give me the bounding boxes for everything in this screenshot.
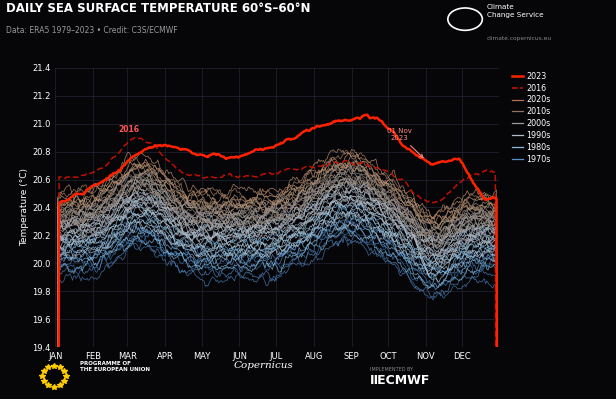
Text: Copernicus: Copernicus (234, 361, 294, 370)
Legend: 2023, 2016, 2020s, 2010s, 2000s, 1990s, 1980s, 1970s: 2023, 2016, 2020s, 2010s, 2000s, 1990s, … (512, 72, 551, 164)
Y-axis label: Temperature (°C): Temperature (°C) (20, 168, 30, 247)
Text: climate.copernicus.eu: climate.copernicus.eu (487, 36, 552, 41)
Text: DAILY SEA SURFACE TEMPERATURE 60°S–60°N: DAILY SEA SURFACE TEMPERATURE 60°S–60°N (6, 2, 310, 15)
Text: Data: ERA5 1979–2023 • Credit: C3S/ECMWF: Data: ERA5 1979–2023 • Credit: C3S/ECMWF (6, 26, 178, 35)
Text: IMPLEMENTED BY: IMPLEMENTED BY (370, 367, 413, 372)
Text: 01 Nov
2023: 01 Nov 2023 (387, 128, 423, 158)
Text: Climate
Change Service: Climate Change Service (487, 4, 543, 18)
Text: 2016: 2016 (118, 125, 139, 134)
Text: PROGRAMME OF
THE EUROPEAN UNION: PROGRAMME OF THE EUROPEAN UNION (80, 361, 150, 372)
Text: ⅡECMWF: ⅡECMWF (370, 374, 430, 387)
